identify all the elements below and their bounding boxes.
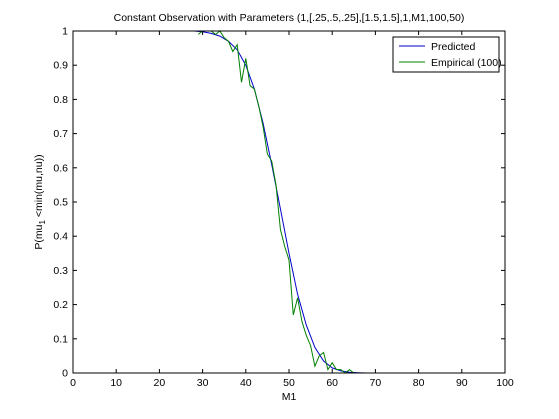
x-tick-label: 60 [326,377,338,389]
x-tick-label: 0 [70,377,76,389]
y-tick-label: 0.9 [53,60,68,72]
plot-lines [73,30,505,374]
x-tick-label: 70 [370,377,382,389]
legend: Predicted Empirical (100) [392,36,502,73]
y-tick-label: 0.8 [53,94,68,106]
x-tick-label: 100 [496,377,514,389]
legend-label-empirical: Empirical (100) [431,57,502,69]
x-tick-label: 90 [456,377,468,389]
y-tick-label: 0.4 [53,231,68,243]
x-tick-label: 10 [110,377,122,389]
legend-box [392,36,500,73]
x-axis-label: M1 [282,391,297,403]
plot-area [73,31,505,373]
y-tick-label: 0.7 [53,128,68,140]
y-tick-label: 0 [62,368,68,380]
x-tick-label: 80 [413,377,425,389]
y-tick-label: 0.6 [53,162,68,174]
x-tick-label: 40 [240,377,252,389]
y-axis-ticks: 0 0.1 0.2 0.3 0.4 0.5 0.6 0.7 0.8 0.9 1 [53,26,505,380]
legend-label-predicted: Predicted [431,41,476,53]
chart-title: Constant Observation with Parameters (1,… [114,12,465,24]
x-tick-label: 50 [283,377,295,389]
y-tick-label: 1 [62,26,68,38]
series-line-predicted [73,30,505,374]
y-tick-label: 0.3 [53,265,68,277]
y-tick-label: 0.2 [53,299,68,311]
y-tick-label: 0.5 [53,197,68,209]
y-axis-label-main: P(mu [33,224,45,249]
y-axis-label-rest: <min(mu,nu)) [33,154,45,220]
x-tick-label: 20 [154,377,166,389]
y-axis-label: P(mu1 <min(mu,nu)) [33,154,47,249]
x-tick-label: 30 [197,377,209,389]
y-axis-label-subscript: 1 [38,220,47,225]
series-line-empirical [197,30,505,374]
y-tick-label: 0.1 [53,333,68,345]
x-axis-ticks: 0 10 20 30 40 50 60 70 80 90 100 [70,31,514,389]
